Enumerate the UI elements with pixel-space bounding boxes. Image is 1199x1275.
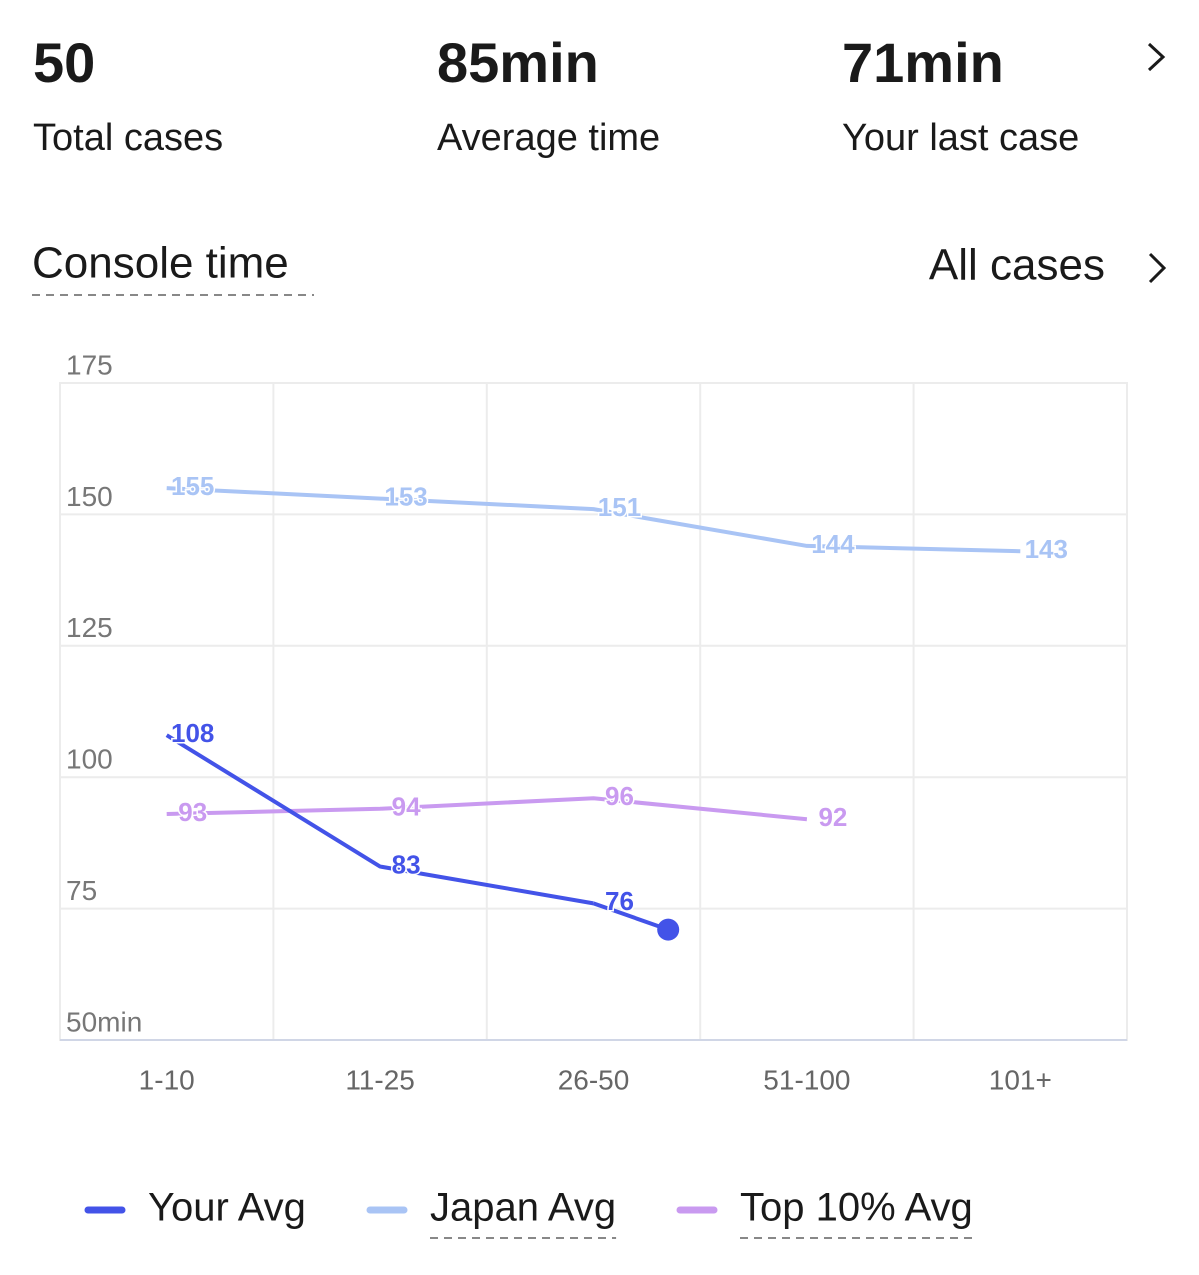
data-label: 96 [605,781,634,811]
x-tick-label: 11-25 [345,1064,415,1095]
y-tick-label: 175 [66,349,113,380]
stat-label: Total cases [33,117,223,159]
section-title[interactable]: Console time [32,239,289,288]
data-label: 155 [171,471,214,501]
stat-value: 85min [437,31,599,94]
x-tick-label: 26-50 [558,1064,630,1095]
y-tick-label: 100 [66,744,113,775]
legend-label: Your Avg [148,1186,306,1230]
filter-button[interactable]: All cases [929,241,1105,290]
x-tick-label: 51-100 [763,1064,850,1095]
data-label: 143 [1025,534,1068,564]
plot-border [59,382,1128,1041]
data-label: 83 [392,849,421,879]
stat-label: Average time [437,117,660,159]
data-label: 153 [384,482,427,512]
chevron[interactable] [1148,252,1167,284]
x-tick-label: 101+ [989,1064,1052,1095]
data-label: 144 [811,529,855,559]
data-label: 94 [392,792,421,822]
data-label: 76 [605,886,634,916]
stat-value: 50 [33,31,95,94]
legend-label: Japan Avg [430,1186,616,1230]
data-label: 92 [818,802,847,832]
y-tick-label: 75 [66,875,97,906]
legend-label: Top 10% Avg [740,1186,973,1230]
series-line [166,486,1021,554]
data-label: 108 [171,718,214,748]
stat-value: 71min [842,31,1004,94]
series-line [165,733,594,906]
data-label: 93 [178,797,207,827]
last-case-connector [592,901,669,932]
last-case-dot [657,918,680,941]
y-tick-label: 125 [66,612,113,643]
y-tick-label: 150 [66,481,113,512]
chevron[interactable] [1147,42,1166,72]
series-line [166,796,808,822]
y-tick-label: 50min [66,1006,142,1037]
x-tick-label: 1-10 [139,1064,195,1095]
stat-label: Your last case [842,117,1079,159]
data-label: 151 [598,492,641,522]
